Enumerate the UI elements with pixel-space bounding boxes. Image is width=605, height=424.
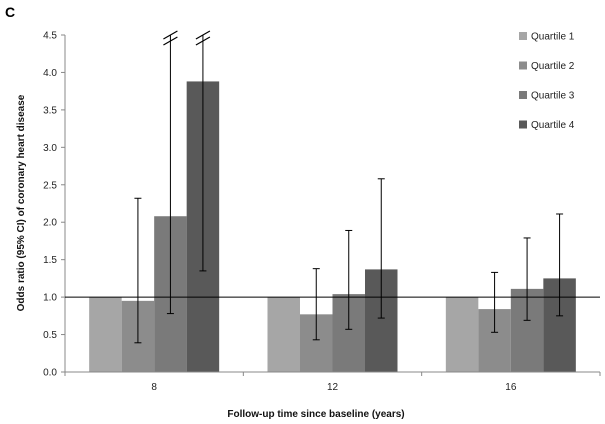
x-tick-label: 16 [505, 382, 517, 393]
legend: Quartile 1 Quartile 2 Quartile 3 Quartile 4 [519, 32, 575, 131]
axis-break-mark [163, 36, 178, 46]
legend-swatch [519, 120, 527, 129]
y-tick-label: 2.0 [43, 218, 57, 229]
error-bars [134, 35, 564, 344]
y-axis-ticks: 0.0 0.5 1.0 1.5 2.0 2.5 3.0 3.5 4.0 4.5 [43, 31, 65, 379]
y-axis-title: Odds ratio (95% CI) of coronary heart di… [16, 94, 27, 311]
legend-label: Quartile 2 [531, 61, 575, 72]
legend-swatch [519, 91, 527, 99]
legend-swatch [519, 61, 527, 70]
y-tick-label: 1.0 [43, 293, 57, 304]
y-tick-label: 3.0 [43, 143, 57, 154]
y-tick-label: 2.5 [43, 180, 57, 191]
bar [89, 297, 122, 372]
y-tick-label: 3.5 [43, 105, 57, 116]
y-tick-label: 4.0 [43, 68, 57, 79]
x-tick-label: 12 [327, 382, 339, 393]
bar [445, 297, 479, 372]
bar [267, 297, 300, 372]
x-axis-ticks: 8 12 16 [64, 372, 601, 393]
legend-label: Quartile 3 [531, 91, 575, 102]
axis-break-mark [195, 36, 211, 46]
axis-break-mark [195, 30, 211, 40]
y-tick-label: 1.5 [43, 255, 57, 266]
legend-swatch [519, 32, 527, 40]
y-tick-label: 4.5 [43, 31, 57, 42]
x-axis-title: Follow-up time since baseline (years) [227, 409, 404, 420]
bars [89, 81, 576, 372]
x-tick-label: 8 [151, 382, 157, 393]
legend-label: Quartile 1 [531, 32, 575, 43]
y-tick-label: 0.0 [43, 368, 57, 379]
axis-breaks [163, 30, 211, 46]
y-tick-label: 0.5 [43, 330, 57, 341]
axis-break-mark [163, 30, 178, 40]
panel-label: C [5, 4, 15, 20]
legend-label: Quartile 4 [531, 120, 575, 131]
